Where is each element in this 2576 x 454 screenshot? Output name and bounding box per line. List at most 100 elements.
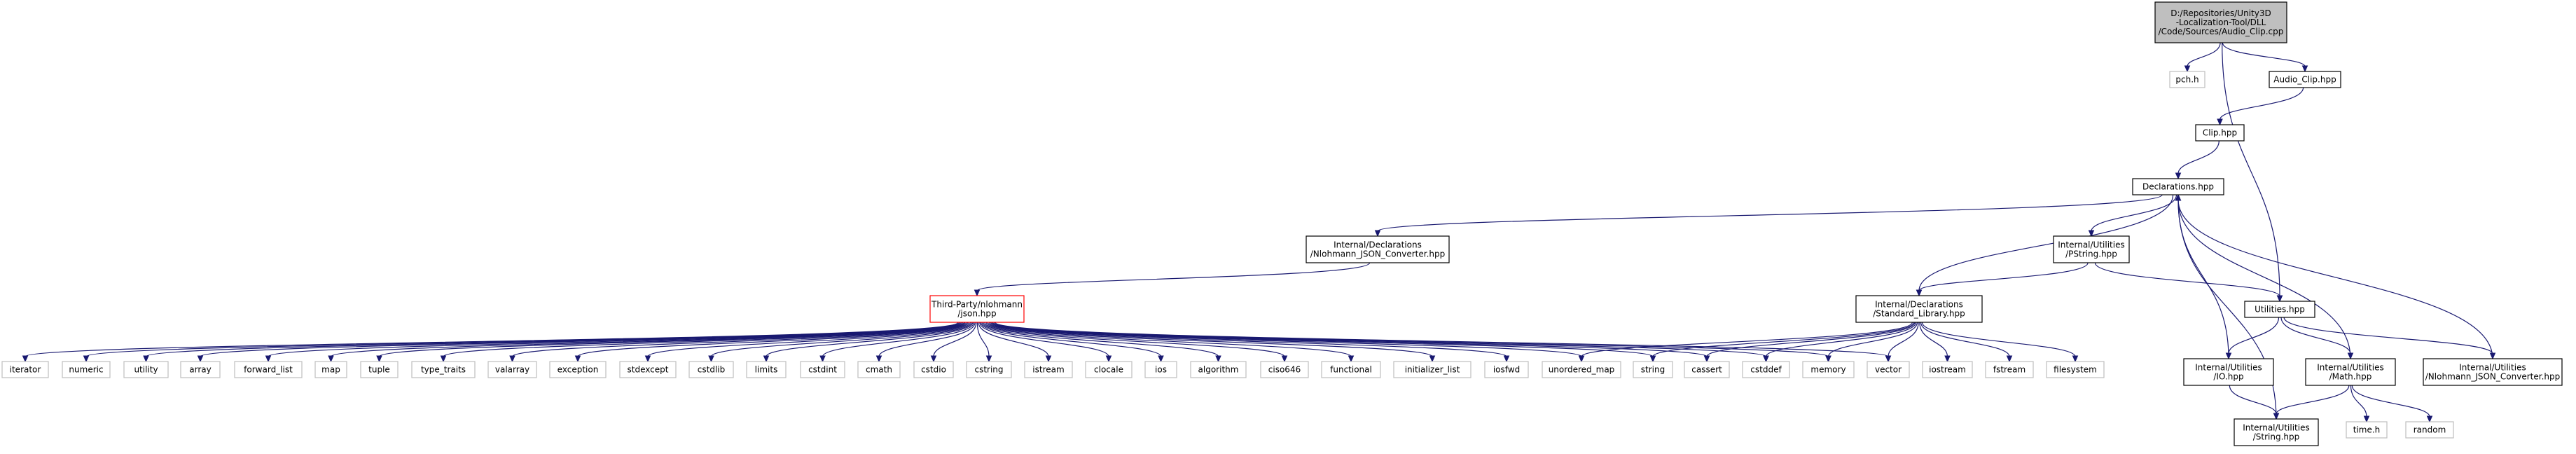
node-json[interactable]: Third-Party/nlohmann/json.hpp xyxy=(929,295,1025,323)
node-stdlib[interactable]: Internal/Declarations/Standard_Library.h… xyxy=(1855,295,1983,323)
node-box xyxy=(2405,421,2454,439)
node-box xyxy=(1742,361,1790,378)
node-label: cstdlib xyxy=(698,365,725,375)
node-cmath[interactable]: cmath xyxy=(857,361,901,378)
node-utility[interactable]: utility xyxy=(123,361,169,378)
node-box xyxy=(360,361,399,378)
node-label: cstdint xyxy=(808,365,837,375)
node-box xyxy=(2423,358,2563,386)
node-declarations[interactable]: Declarations.hpp xyxy=(2132,178,2224,195)
node-util-nlohmann[interactable]: Internal/Utilities/Nlohmann_JSON_Convert… xyxy=(2423,358,2563,386)
node-label: valarray xyxy=(495,365,529,375)
edge-json-to-clocale xyxy=(979,322,1112,363)
node-box xyxy=(411,361,476,378)
node-cstdio[interactable]: cstdio xyxy=(913,361,954,378)
node-cassert[interactable]: cassert xyxy=(1684,361,1730,378)
node-label: iostream xyxy=(1929,365,1966,375)
nodes-layer: D:/Repositories/Unity3D-Localization-Too… xyxy=(1,1,2563,446)
node-type-traits[interactable]: type_traits xyxy=(411,361,476,378)
edge-math-to-random xyxy=(2351,385,2433,423)
node-box xyxy=(1085,361,1133,378)
node-label: cstddef xyxy=(1750,365,1782,375)
edge-json-to-cstdio xyxy=(930,322,977,363)
node-label: cmath xyxy=(866,365,892,375)
node-label: Clip.hpp xyxy=(2203,128,2237,138)
node-label: /Math.hpp xyxy=(2329,372,2372,382)
node-pch[interactable]: pch.h xyxy=(2169,71,2205,88)
node-label: Audio_Clip.hpp xyxy=(2273,75,2336,85)
node-label: /Nlohmann_JSON_Converter.hpp xyxy=(1310,249,1445,259)
node-box xyxy=(2346,421,2388,439)
node-filesystem[interactable]: filesystem xyxy=(2046,361,2105,378)
edge-root-to-pch xyxy=(2184,42,2221,73)
node-label: Internal/Utilities xyxy=(2195,363,2262,373)
node-string-hpp[interactable]: Internal/Utilities/String.hpp xyxy=(2234,418,2319,446)
node-initializer-list[interactable]: initializer_list xyxy=(1393,361,1471,378)
node-algorithm[interactable]: algorithm xyxy=(1190,361,1247,378)
node-box xyxy=(913,361,954,378)
node-label: unordered_map xyxy=(1549,365,1615,375)
edge-nlohmann-conv-to-json xyxy=(974,262,1371,297)
node-cstddef[interactable]: cstddef xyxy=(1742,361,1790,378)
node-cstdlib[interactable]: cstdlib xyxy=(688,361,734,378)
node-label: /json.hpp xyxy=(957,309,996,319)
node-audio-clip[interactable]: Audio_Clip.hpp xyxy=(2269,71,2341,88)
node-array[interactable]: array xyxy=(180,361,221,378)
node-numeric[interactable]: numeric xyxy=(62,361,111,378)
node-cstdint[interactable]: cstdint xyxy=(800,361,845,378)
edge-stdlib-to-cstddef xyxy=(1763,322,1917,363)
node-unordered-map[interactable]: unordered_map xyxy=(1542,361,1621,378)
node-box xyxy=(234,361,303,378)
node-vector[interactable]: vector xyxy=(1867,361,1910,378)
node-box xyxy=(1306,235,1450,263)
edge-json-to-forward-list xyxy=(265,322,964,363)
node-memory[interactable]: memory xyxy=(1802,361,1855,378)
node-clocale[interactable]: clocale xyxy=(1085,361,1133,378)
node-tuple[interactable]: tuple xyxy=(360,361,399,378)
node-label: exception xyxy=(558,365,599,375)
node-valarray[interactable]: valarray xyxy=(487,361,537,378)
node-label: filesystem xyxy=(2054,365,2097,375)
node-label: Internal/Declarations xyxy=(1875,300,1963,310)
node-time[interactable]: time.h xyxy=(2346,421,2388,439)
node-iostream[interactable]: iostream xyxy=(1922,361,1973,378)
node-utilities[interactable]: Utilities.hpp xyxy=(2244,301,2315,318)
node-nlohmann-conv[interactable]: Internal/Declarations/Nlohmann_JSON_Conv… xyxy=(1306,235,1450,263)
node-istream[interactable]: istream xyxy=(1024,361,1073,378)
node-box xyxy=(1684,361,1730,378)
node-pstring[interactable]: Internal/Utilities/PString.hpp xyxy=(2053,235,2130,263)
node-label: -Localization-Tool/DLL xyxy=(2176,18,2266,27)
node-limits[interactable]: limits xyxy=(746,361,787,378)
node-string[interactable]: string xyxy=(1633,361,1673,378)
node-stdexcept[interactable]: stdexcept xyxy=(619,361,677,378)
node-math[interactable]: Internal/Utilities/Math.hpp xyxy=(2305,358,2396,386)
node-box xyxy=(1855,295,1983,323)
node-ios[interactable]: ios xyxy=(1144,361,1177,378)
node-label: Internal/Utilities xyxy=(2459,363,2526,373)
node-iosfwd[interactable]: iosfwd xyxy=(1484,361,1529,378)
node-functional[interactable]: functional xyxy=(1321,361,1381,378)
node-label: cassert xyxy=(1691,365,1722,375)
edge-json-to-exception xyxy=(574,322,970,363)
node-fstream[interactable]: fstream xyxy=(1985,361,2034,378)
node-box xyxy=(2305,358,2396,386)
node-box xyxy=(2046,361,2105,378)
node-iterator[interactable]: iterator xyxy=(1,361,49,378)
node-map[interactable]: map xyxy=(314,361,347,378)
node-io[interactable]: Internal/Utilities/IO.hpp xyxy=(2183,358,2274,386)
node-box xyxy=(1633,361,1673,378)
edge-json-to-cmath xyxy=(875,322,976,363)
edge-json-to-tuple xyxy=(376,322,966,363)
node-forward-list[interactable]: forward_list xyxy=(234,361,303,378)
edge-stdlib-to-string xyxy=(1649,322,1914,363)
node-label: /String.hpp xyxy=(2253,432,2300,442)
node-random[interactable]: random xyxy=(2405,421,2454,439)
node-exception[interactable]: exception xyxy=(549,361,607,378)
node-box xyxy=(1867,361,1910,378)
node-cstring[interactable]: cstring xyxy=(966,361,1012,378)
node-box xyxy=(1802,361,1855,378)
node-root[interactable]: D:/Repositories/Unity3D-Localization-Too… xyxy=(2154,1,2287,43)
node-label: pch.h xyxy=(2175,75,2198,85)
node-ciso646[interactable]: ciso646 xyxy=(1260,361,1309,378)
node-clip[interactable]: Clip.hpp xyxy=(2195,124,2245,142)
